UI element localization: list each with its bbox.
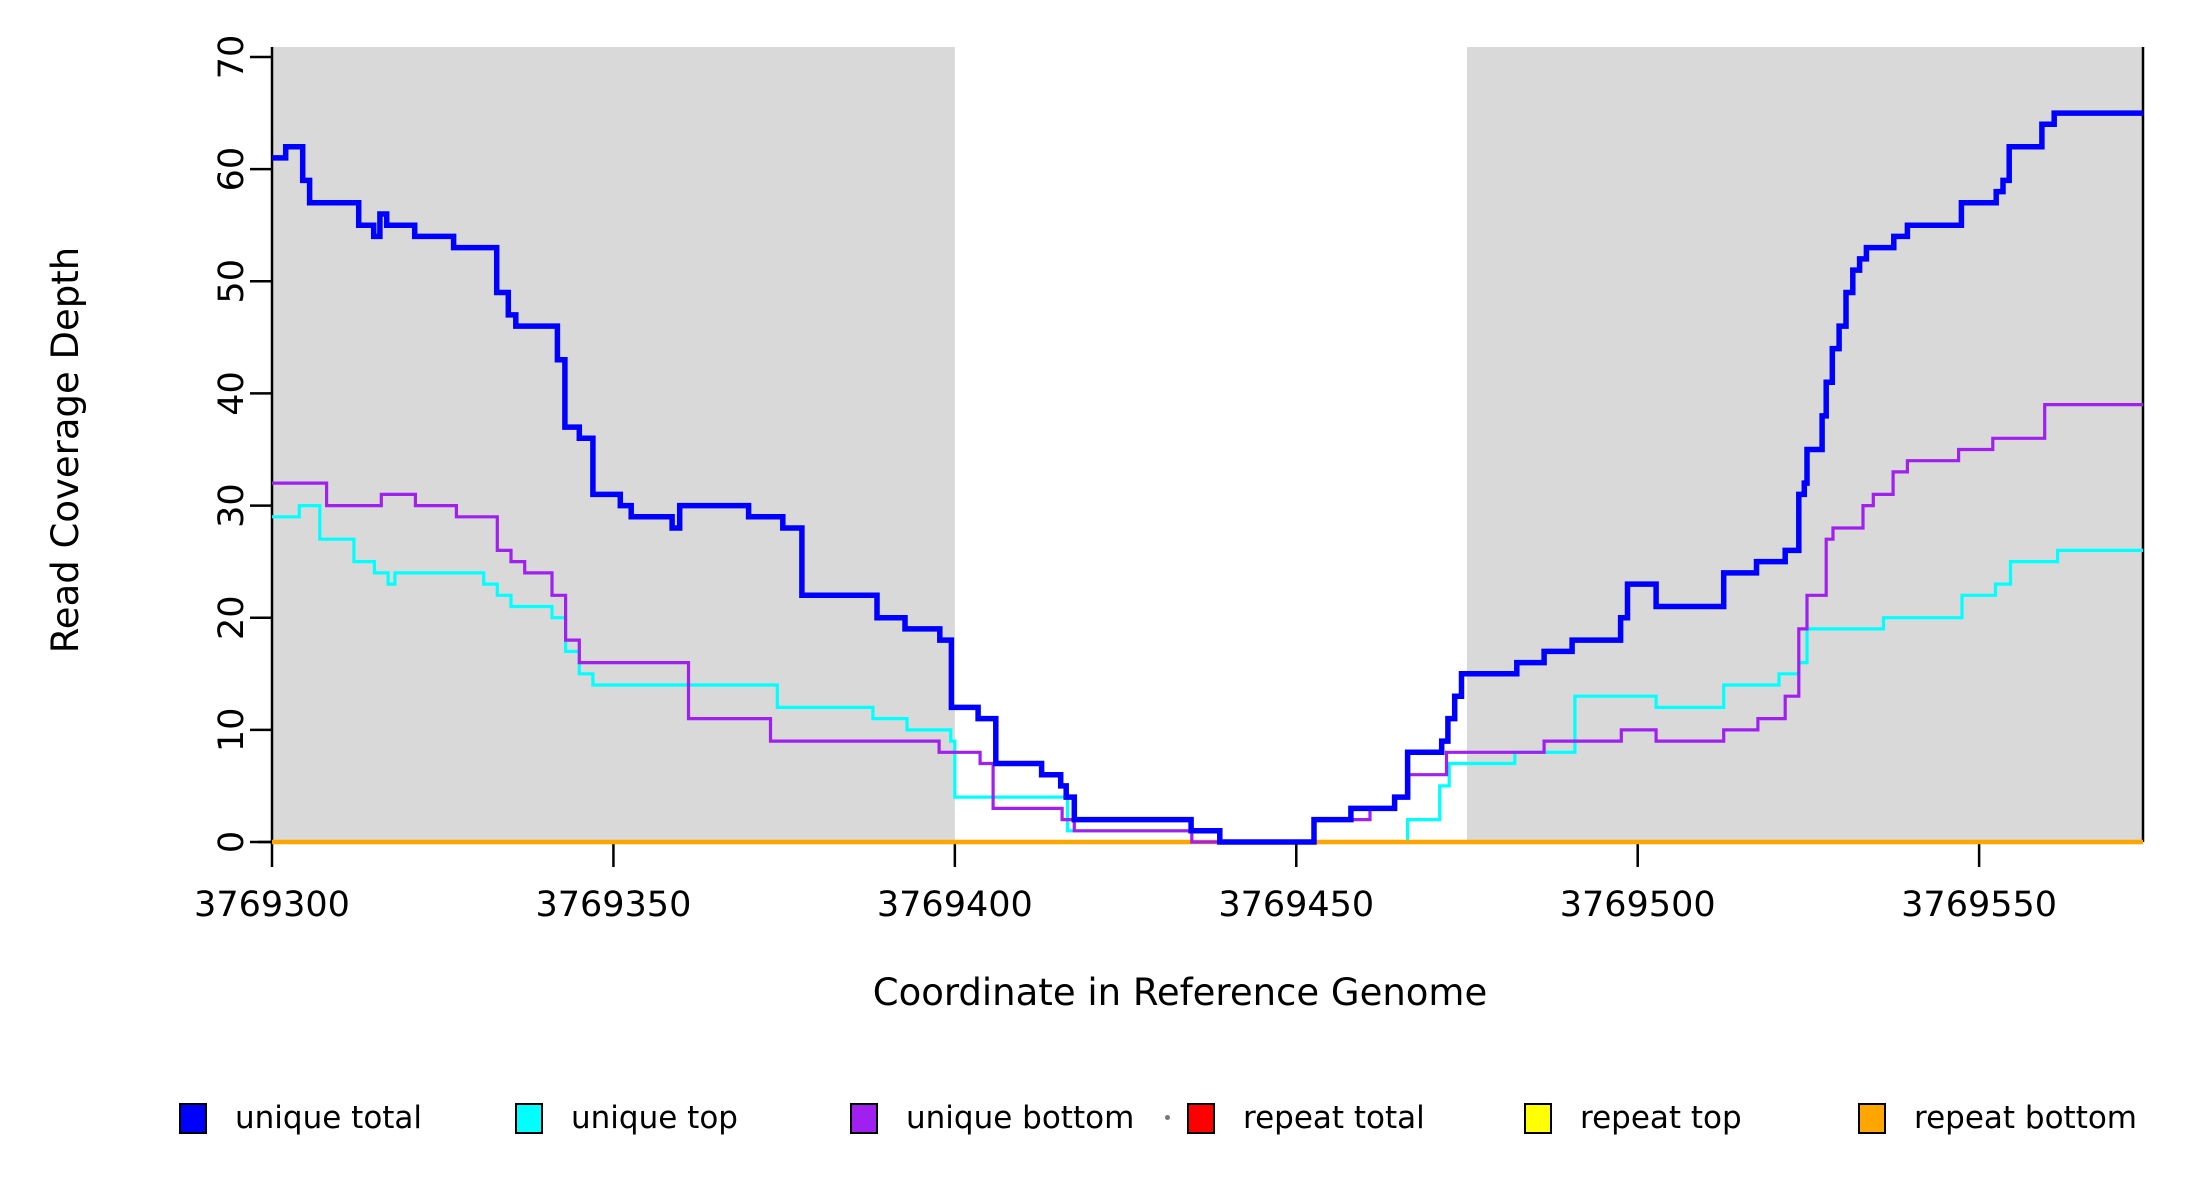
legend-item-unique-total: unique total [179, 1098, 422, 1138]
highlight-bands [272, 47, 2143, 842]
legend-swatch-unique-top [515, 1102, 543, 1134]
legend-item-repeat-total: repeat total [1187, 1098, 1425, 1138]
x-tick-label: 3769300 [194, 885, 350, 925]
y-tick-label: 40 [212, 371, 252, 416]
y-tick-label: 20 [212, 595, 252, 640]
legend-item-repeat-top: repeat top [1524, 1098, 1742, 1138]
y-tick-label: 10 [212, 708, 252, 753]
x-tick-label: 3769400 [877, 885, 1033, 925]
legend-label: unique top [571, 1100, 738, 1136]
legend-item-unique-bottom: unique bottom [850, 1098, 1134, 1138]
series-line-unique-top [272, 504, 2143, 844]
x-tick-label: 3769450 [1218, 885, 1374, 925]
y-tick-label: 50 [212, 259, 252, 304]
x-axis-title: Coordinate in Reference Genome [873, 971, 1488, 1014]
left-gray-band [272, 47, 955, 842]
legend-swatch-unique-total [179, 1102, 207, 1134]
right-gray-band [1466, 47, 2143, 842]
legend-swatch-repeat-bottom [1858, 1102, 1886, 1134]
legend-label: repeat total [1243, 1100, 1425, 1136]
tick-labels: 0 10 20 30 40 50 60 70 3769300 3769350 3769400 3769… [194, 35, 2057, 925]
legend-label: unique bottom [906, 1100, 1135, 1136]
legend-label: repeat bottom [1914, 1100, 2138, 1136]
series-line-unique-total [272, 110, 2143, 845]
legend-item-repeat-bottom: repeat bottom [1858, 1098, 2137, 1138]
legend-swatch-repeat-total [1187, 1102, 1215, 1134]
stray-mark [1165, 1115, 1170, 1120]
y-tick-label: 0 [212, 831, 252, 853]
series-lines [272, 110, 2143, 845]
y-tick-label: 30 [212, 483, 252, 528]
x-tick-label: 3769550 [1901, 885, 2057, 925]
x-tick-label: 3769350 [535, 885, 691, 925]
legend-label: repeat top [1580, 1100, 1742, 1136]
legend-item-unique-top: unique top [515, 1098, 738, 1138]
legend-swatch-unique-bottom [850, 1102, 878, 1134]
y-tick-label: 60 [212, 147, 252, 192]
chart-legend: unique total unique top unique bottom repea… [0, 1098, 2200, 1148]
legend-label: unique total [235, 1100, 423, 1136]
y-tick-label: 70 [212, 35, 252, 80]
legend-swatch-repeat-top [1524, 1102, 1552, 1134]
y-axis-title: Read Coverage Depth [44, 247, 87, 653]
x-tick-label: 3769500 [1560, 885, 1716, 925]
